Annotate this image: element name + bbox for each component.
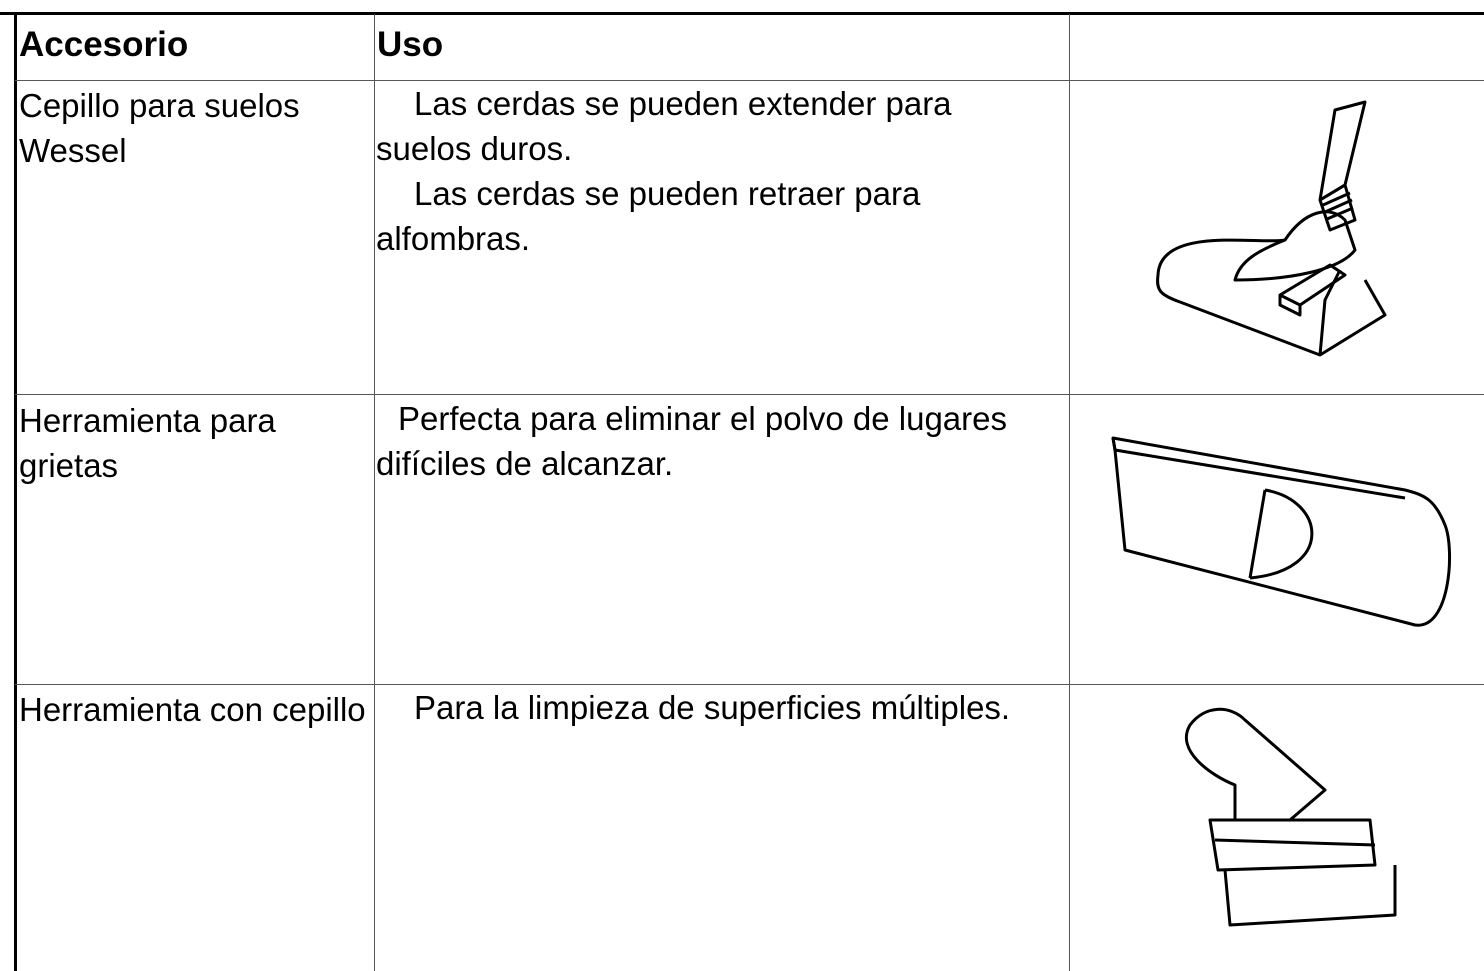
usage-text: Las cerdas se pueden extender para suelo… xyxy=(376,85,952,167)
usage-cell: Para la limpieza de superficies múltiple… xyxy=(376,685,1056,730)
brush-tool-illustration xyxy=(1185,707,1397,927)
crevice-tool-illustration xyxy=(1111,436,1451,627)
floor-brush-illustration xyxy=(1156,100,1387,357)
accessory-cell: Cepillo para suelos Wessel xyxy=(19,87,300,169)
usage-text: Perfecta para eliminar el polvo de lugar… xyxy=(376,400,1008,482)
usage-cell: Las cerdas se pueden extender para suelo… xyxy=(376,81,1056,261)
table-left-border xyxy=(14,12,17,971)
usage-cell: Perfecta para eliminar el polvo de lugar… xyxy=(376,396,1056,486)
usage-text: Las cerdas se pueden retraer para alfomb… xyxy=(376,175,921,257)
usage-text: Para la limpieza de superficies múltiple… xyxy=(414,689,1011,726)
header-cell: Uso xyxy=(377,25,444,64)
row-line xyxy=(15,684,1484,685)
row-line xyxy=(15,394,1484,395)
table-top-border xyxy=(0,12,1484,15)
accessory-cell: Herramienta con cepillo xyxy=(19,691,366,728)
column-line xyxy=(1069,14,1070,971)
column-line xyxy=(374,14,375,971)
accessory-cell: Herramienta para grietas xyxy=(19,402,276,484)
row-line xyxy=(15,80,1484,81)
header-cell: Accesorio xyxy=(19,25,189,64)
